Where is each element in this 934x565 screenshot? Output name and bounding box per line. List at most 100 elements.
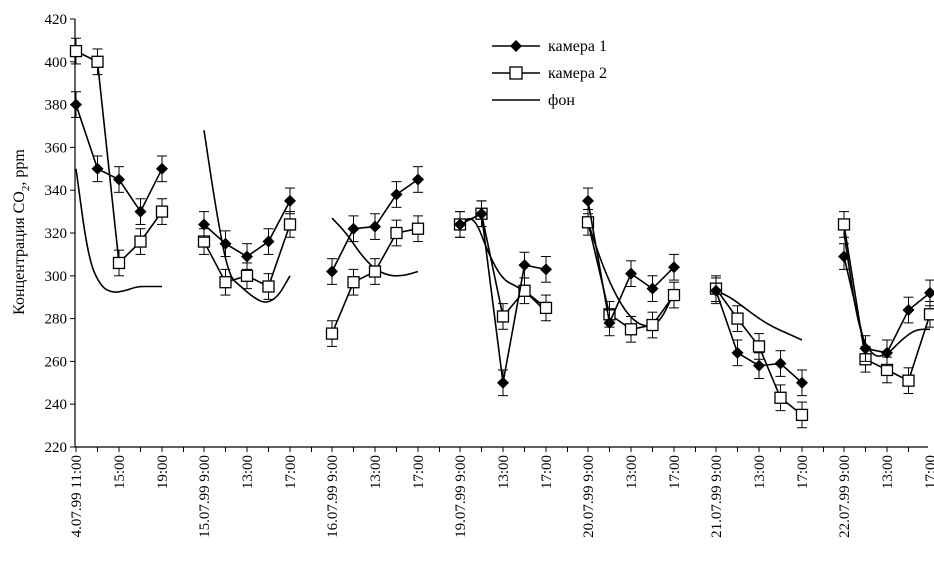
chamber-1-point <box>369 220 381 233</box>
chamber-1-point <box>497 376 509 389</box>
x-tick-label: 19:00 <box>155 455 171 489</box>
x-tick-label: 20.07.99 9:00 <box>581 455 597 538</box>
x-tick-label: 19.07.99 9:00 <box>453 455 469 538</box>
chamber-1-point <box>134 205 147 218</box>
y-tick-label-280: 280 <box>45 312 68 328</box>
legend-label-background: фон <box>548 92 575 109</box>
y-tick-label-420: 420 <box>45 12 68 28</box>
legend-label-chamber-1: камера 1 <box>548 38 607 55</box>
chamber-1-point <box>603 316 616 329</box>
chamber-2-point <box>795 408 809 422</box>
chamber-2-point <box>325 327 339 340</box>
chamber-1-point <box>70 98 82 111</box>
chamber-1-point <box>540 263 552 276</box>
x-tick-label: 4.07.99 11:00 <box>69 455 85 537</box>
chamber-2-point <box>496 310 510 323</box>
x-tick-label: 16.07.99 9:00 <box>325 455 341 538</box>
chamber-1-point <box>902 304 915 317</box>
chamber-1-series <box>70 91 934 397</box>
chamber-2-point <box>69 44 83 58</box>
y-axis-title: Концентрация CO2, ppm <box>11 149 32 315</box>
chamber-2-point <box>219 276 232 289</box>
chamber-2-point <box>646 318 659 332</box>
chamber-1-point <box>774 357 787 370</box>
chamber-1-point <box>262 235 275 248</box>
y-tick-label-320: 320 <box>45 226 68 242</box>
chamber-2-point <box>411 222 425 235</box>
y-axis-title-main: Концентрация CO <box>11 191 28 315</box>
y-axis-title-subscript: 2 <box>20 186 32 192</box>
chamber-1-point <box>113 173 125 186</box>
x-tick-label: 13:00 <box>880 455 896 489</box>
chamber-2-point <box>774 391 787 404</box>
chamber-2-point <box>240 269 254 282</box>
x-tick-label: 17:00 <box>795 455 811 489</box>
x-tick-label: 22.07.99 9:00 <box>837 455 853 538</box>
chamber-2-point <box>134 235 147 248</box>
chamber-1-point <box>241 250 253 263</box>
chamber-1-point <box>156 162 168 175</box>
legend-marker-chamber-2 <box>509 66 523 80</box>
chamber-1-point <box>582 194 594 207</box>
chamber-2-point <box>112 256 126 270</box>
chamber-2-point <box>923 308 934 321</box>
chamber-1-point <box>91 162 104 175</box>
chamber-1-point <box>412 173 424 186</box>
chamber-1-point <box>710 284 722 297</box>
chamber-2-line-4.07.99 <box>75 50 163 265</box>
x-tick-label: 15:00 <box>112 455 128 489</box>
chamber-2-point <box>262 280 275 293</box>
y-tick-label-400: 400 <box>45 55 68 71</box>
chamber-1-point <box>668 261 680 274</box>
chamber-1-point <box>838 250 850 263</box>
x-tick-label: 13:00 <box>240 455 256 489</box>
legend-marker-chamber-1 <box>510 40 522 52</box>
y-tick-label-340: 340 <box>45 183 68 199</box>
chamber-1-point <box>796 376 808 389</box>
chamber-2-point <box>667 288 681 302</box>
x-tick-label: 13:00 <box>624 455 640 489</box>
y-tick-label-240: 240 <box>45 397 68 413</box>
chamber-2-point <box>155 205 169 218</box>
chamber-1-point <box>753 359 765 372</box>
chamber-2-point <box>581 216 595 229</box>
y-tick-label-260: 260 <box>45 354 68 370</box>
chamber-1-point <box>284 194 296 207</box>
chamber-1-point <box>454 218 466 231</box>
chamber-1-point <box>518 259 531 272</box>
x-tick-label: 17:00 <box>923 455 934 489</box>
chamber-2-point <box>539 301 553 315</box>
chamber-2-point <box>624 323 638 336</box>
chamber-1-point <box>198 218 210 231</box>
chamber-2-point <box>347 276 360 289</box>
chamber-2-point <box>837 218 851 231</box>
x-tick-label: 13:00 <box>752 455 768 489</box>
chamber-2-point <box>390 226 403 240</box>
y-tick-labels: 220 240 260 280 300 320 340 360 380 400 420 <box>45 12 75 456</box>
chamber-1-point <box>390 188 403 201</box>
chamber-2-line-19.07.99 <box>459 212 547 319</box>
x-tick-label: 17:00 <box>539 455 555 489</box>
x-tick-labels: 4.07.99 11:00 15:00 19:00 15.07.99 9:00 13:0… <box>69 447 934 538</box>
background-line-15.07.99 <box>203 130 291 303</box>
x-tick-label: 17:00 <box>667 455 683 489</box>
chamber-2-point <box>902 374 915 387</box>
x-tick-label: 15.07.99 9:00 <box>197 455 213 538</box>
y-tick-label-300: 300 <box>45 269 68 285</box>
x-tick-label: 13:00 <box>496 455 512 489</box>
legend-label-chamber-2: камера 2 <box>548 65 607 82</box>
chamber-1-point <box>859 342 872 355</box>
background-line-19.07.99 <box>459 217 547 313</box>
x-tick-label: 13:00 <box>368 455 384 489</box>
x-tick-label: 17:00 <box>283 455 299 489</box>
chamber-1-point <box>625 267 637 280</box>
chamber-2-point <box>752 340 766 353</box>
y-tick-label-360: 360 <box>45 140 68 156</box>
legend: камера 1 камера 2 фон <box>492 38 607 109</box>
chamber-1-point <box>646 282 659 295</box>
x-tick-label: 17:00 <box>411 455 427 489</box>
chamber-1-point <box>881 346 893 359</box>
chamber-1-point <box>924 286 934 299</box>
y-tick-label-220: 220 <box>45 440 68 456</box>
y-tick-label-380: 380 <box>45 98 68 114</box>
